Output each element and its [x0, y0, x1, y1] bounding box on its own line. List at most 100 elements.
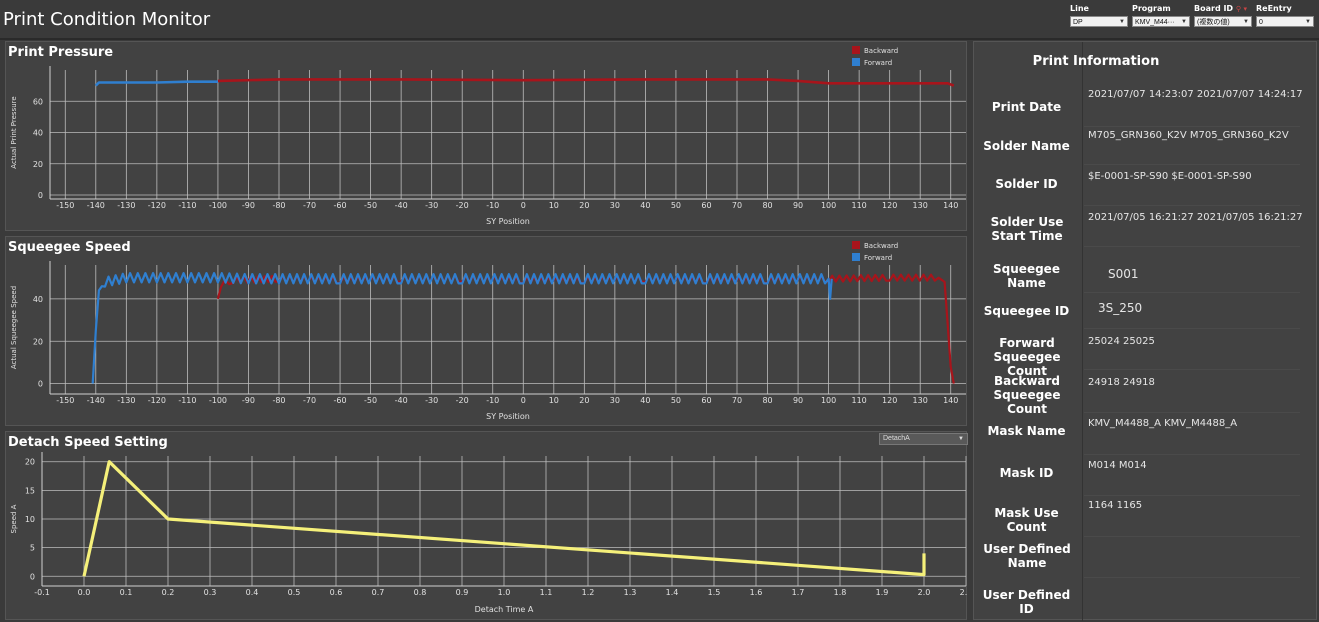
x-axis-label: SY Position: [486, 217, 530, 226]
solder-name-label: Solder Name: [983, 139, 1070, 153]
app-title: Print Condition Monitor: [3, 9, 211, 30]
y-tick-label: 15: [25, 486, 35, 495]
legend-swatch-forward: [852, 253, 860, 261]
y-axis-label: Actual Squeegee Speed: [10, 286, 18, 369]
chevron-down-icon: ▼: [1305, 19, 1311, 25]
user-defined-id-label: User Defined ID: [982, 588, 1071, 616]
x-tick-label: 30: [610, 396, 620, 405]
squeegee-name-label: Squeegee Name: [993, 262, 1060, 290]
x-tick-label: 10: [549, 201, 559, 210]
x-tick-label: -30: [425, 201, 438, 210]
filter-line: Line DP ▼: [1070, 4, 1128, 27]
x-tick-label: 140: [943, 396, 958, 405]
y-tick-label: 20: [25, 458, 35, 467]
filter-program-label: Program: [1132, 4, 1171, 13]
x-tick-label: 40: [640, 201, 650, 210]
filter-line-value: DP: [1073, 19, 1083, 26]
row-divider: [1084, 126, 1300, 127]
info-divider: [1082, 42, 1083, 621]
x-tick-label: 1.7: [792, 588, 805, 597]
x-tick-label: -80: [272, 201, 285, 210]
x-tick-label: 50: [671, 396, 681, 405]
x-tick-label: 30: [610, 201, 620, 210]
x-tick-label: 130: [913, 201, 928, 210]
x-tick-label: 1.9: [876, 588, 889, 597]
x-tick-label: -40: [395, 201, 408, 210]
x-tick-label: 80: [762, 201, 772, 210]
x-tick-label: -90: [242, 396, 255, 405]
y-tick-label: 60: [33, 97, 43, 106]
x-tick-label: 1.0: [498, 588, 511, 597]
x-tick-label: -150: [56, 201, 74, 210]
row-divider: [1084, 536, 1300, 537]
mask-id-value: M014 M014: [1088, 460, 1147, 471]
mask-name-label: Mask Name: [987, 424, 1066, 438]
legend-label-backward: Backward: [864, 47, 898, 55]
x-tick-label: 0.5: [288, 588, 301, 597]
y-axis-label: Speed A: [10, 504, 18, 533]
legend-label-forward: Forward: [864, 59, 892, 67]
x-tick-label: 70: [732, 201, 742, 210]
x-tick-label: -50: [364, 201, 377, 210]
detach-speed-chart[interactable]: -0.1 0.0 0.1 0.2 0.3 0.4 0.5 0.6 0.7 0.8 0.9 1.0 1.1…: [6, 432, 968, 621]
x-tick-label: 60: [701, 201, 711, 210]
x-tick-label: 110: [851, 201, 866, 210]
filter-board-id-label: Board ID ⚲ ▾: [1194, 4, 1252, 14]
x-tick-label: -30: [425, 396, 438, 405]
x-tick-label: 2.1: [960, 588, 968, 597]
y-tick-label: 10: [25, 515, 35, 524]
x-tick-label: -70: [303, 201, 316, 210]
backward-squeegee-count-value: 24918 24918: [1088, 377, 1155, 388]
x-tick-label: 140: [943, 201, 958, 210]
x-tick-label: 1.6: [750, 588, 763, 597]
x-tick-label: -10: [486, 396, 499, 405]
x-tick-label: 0.1: [120, 588, 133, 597]
x-tick-label: 1.8: [834, 588, 847, 597]
x-tick-label: -120: [148, 201, 166, 210]
detach-selector[interactable]: DetachA ▼: [879, 433, 968, 445]
filter-reentry-value: 0: [1259, 19, 1263, 26]
x-tick-label: -20: [456, 201, 469, 210]
filter-reentry-label: ReEntry: [1256, 4, 1292, 13]
filter-icon[interactable]: ⚲ ▾: [1235, 5, 1247, 13]
x-tick-label: 110: [851, 396, 866, 405]
solder-use-start-time-value: 2021/07/05 16:21:27 2021/07/05 16:21:27: [1088, 212, 1303, 223]
filter-program-select[interactable]: KMV_M44··· ▼: [1132, 16, 1190, 27]
grid: [50, 265, 966, 394]
x-tick-label: 90: [793, 396, 803, 405]
y-axis-label: Actual Print Pressure: [10, 96, 18, 168]
squeegee-speed-panel: -150 -140 -130 -120 -110 -100 -90 -80 -70 -60 -50-…: [5, 236, 967, 426]
y-tick-label: 0: [38, 380, 43, 389]
backward-squeegee-count-label: Backward Squeegee Count: [993, 374, 1061, 416]
x-tick-label: 0.4: [246, 588, 259, 597]
x-tick-label: 120: [882, 396, 897, 405]
solder-name-value: M705_GRN360_K2V M705_GRN360_K2V: [1088, 130, 1289, 141]
filter-board-id-select[interactable]: (複数の値) ▼: [1194, 16, 1252, 27]
x-tick-label: 80: [762, 396, 772, 405]
chevron-down-icon: ▼: [1181, 19, 1187, 25]
x-tick-label: 1.3: [624, 588, 637, 597]
print-pressure-panel: -150 -140 -130 -120 -110 -100 -90 -80 -70 -60 -50-…: [5, 41, 967, 231]
x-tick-label: -130: [117, 201, 135, 210]
x-tick-label: 20: [579, 201, 589, 210]
print-date-label: Print Date: [991, 100, 1062, 114]
filter-reentry-select[interactable]: 0 ▼: [1256, 16, 1314, 27]
row-divider: [1084, 164, 1300, 165]
filter-line-label: Line: [1070, 4, 1089, 13]
x-tick-label: 100: [821, 201, 836, 210]
print-information-title: Print Information: [1032, 54, 1160, 69]
detach-speed-title: Detach Speed Setting: [8, 435, 168, 450]
squeegee-speed-chart[interactable]: -150 -140 -130 -120 -110 -100 -90 -80 -70 -60 -50-…: [6, 237, 968, 427]
x-tick-label: 100: [821, 396, 836, 405]
x-tick-label: -110: [178, 396, 196, 405]
mask-use-count-value: 1164 1165: [1088, 500, 1143, 511]
mask-name-value: KMV_M4488_A KMV_M4488_A: [1088, 418, 1238, 429]
mask-id-label: Mask ID: [999, 466, 1054, 480]
chevron-down-icon: ▼: [1243, 19, 1249, 25]
filter-line-select[interactable]: DP ▼: [1070, 16, 1128, 27]
x-tick-label: 70: [732, 396, 742, 405]
print-pressure-chart[interactable]: -150 -140 -130 -120 -110 -100 -90 -80 -70 -60 -50-…: [6, 42, 968, 232]
x-tick-label: 0.3: [204, 588, 217, 597]
solder-id-value: $E-0001-SP-S90 $E-0001-SP-S90: [1088, 171, 1252, 182]
x-tick-label: 120: [882, 201, 897, 210]
